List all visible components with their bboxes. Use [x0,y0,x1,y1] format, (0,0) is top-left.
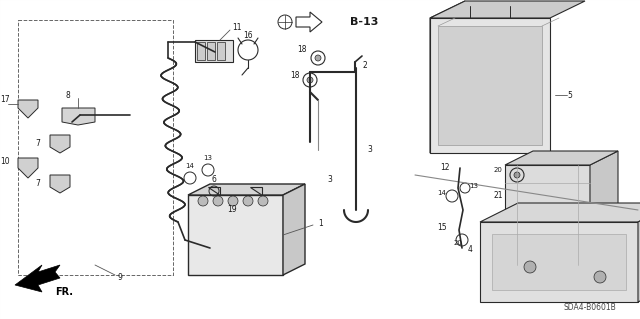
Polygon shape [505,165,590,265]
Circle shape [514,172,520,178]
Polygon shape [18,158,38,178]
Circle shape [524,261,536,273]
Bar [217,42,225,60]
Circle shape [315,55,321,61]
Text: 3: 3 [328,175,332,184]
Polygon shape [50,175,70,193]
Polygon shape [505,151,618,165]
Polygon shape [430,1,465,153]
Text: 16: 16 [243,31,253,40]
Text: 14: 14 [186,163,195,169]
Polygon shape [430,18,550,153]
Circle shape [243,196,253,206]
Polygon shape [638,203,640,302]
Circle shape [228,196,238,206]
Polygon shape [188,195,283,275]
Bar [18,20,173,275]
Polygon shape [283,184,305,275]
Text: 3: 3 [367,145,372,154]
Bar [195,40,233,62]
Circle shape [214,206,222,214]
Text: SDA4-B0601B: SDA4-B0601B [564,303,616,313]
Circle shape [594,271,606,283]
Polygon shape [492,234,626,290]
Polygon shape [62,108,95,125]
Circle shape [198,196,208,206]
Polygon shape [250,187,262,195]
Text: B-13: B-13 [350,17,378,27]
Text: 9: 9 [118,273,122,283]
Text: 19: 19 [227,205,237,214]
Polygon shape [188,184,305,195]
Text: 14: 14 [438,190,447,196]
Text: 18: 18 [291,70,300,79]
Text: 2: 2 [363,61,367,70]
Text: 17: 17 [0,95,10,105]
Polygon shape [430,1,585,18]
Polygon shape [18,100,38,118]
Polygon shape [438,26,542,145]
Text: 12: 12 [440,164,450,173]
Text: 6: 6 [212,174,216,183]
Polygon shape [590,151,618,265]
Text: 1: 1 [319,219,323,227]
Circle shape [258,196,268,206]
Text: 15: 15 [437,224,447,233]
Bar [207,42,215,60]
Text: 18: 18 [297,46,307,55]
Text: 20: 20 [493,167,502,173]
Text: 13: 13 [204,155,212,161]
Text: 11: 11 [232,24,242,33]
Polygon shape [480,203,640,222]
Text: FR.: FR. [55,287,73,297]
Text: 5: 5 [568,91,572,100]
Text: 20: 20 [454,240,463,246]
Polygon shape [208,187,220,195]
Text: 8: 8 [66,91,70,100]
Text: 21: 21 [493,190,503,199]
Text: 10: 10 [0,158,10,167]
Bar [197,42,205,60]
Circle shape [307,77,313,83]
Text: 4: 4 [468,246,472,255]
Text: 7: 7 [36,179,40,188]
Text: 7: 7 [36,138,40,147]
Circle shape [213,196,223,206]
Polygon shape [296,12,322,32]
Polygon shape [480,222,638,302]
Polygon shape [50,135,70,153]
Text: 13: 13 [470,183,479,189]
Polygon shape [15,265,60,292]
